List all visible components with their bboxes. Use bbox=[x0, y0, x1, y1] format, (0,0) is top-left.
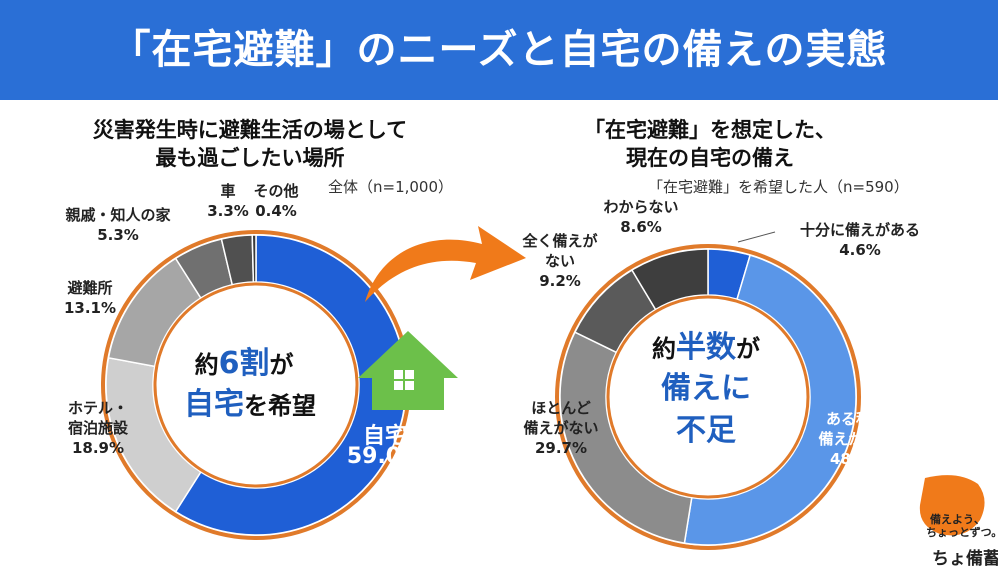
left-label-3: 親戚・知人の家 5.3% bbox=[65, 206, 170, 244]
right-label-3: 全く備えがない 9.2% bbox=[521, 232, 598, 290]
right-center-text-line3: 不足 bbox=[676, 413, 736, 448]
right-slice-2 bbox=[559, 331, 693, 544]
left-center-wish: を希望 bbox=[244, 392, 316, 420]
right-sample-note: 「在宅避難」を希望した人（n=590） bbox=[648, 178, 909, 196]
logo-brand: ちょ備蓄 bbox=[932, 548, 998, 569]
right-slice-1 bbox=[683, 254, 857, 546]
left-center-text-line1: 約6割が bbox=[195, 346, 294, 381]
left-label-5: その他 0.4% bbox=[253, 182, 298, 220]
page-title: 「在宅避難」のニーズと自宅の備えの実態 bbox=[110, 27, 888, 73]
right-center-ga: が bbox=[736, 335, 760, 363]
house-icon bbox=[358, 331, 458, 410]
right-center-text-line2: 備えに bbox=[661, 371, 751, 406]
left-chart-title: 災害発生時に避難生活の場として 最も過ごしたい場所 bbox=[40, 116, 460, 172]
left-label-4: 車 3.3% bbox=[207, 182, 249, 220]
callout-leader bbox=[737, 231, 776, 243]
right-label-2: ほとんど備えがない 29.7% bbox=[523, 399, 598, 457]
left-center-ga: が bbox=[269, 351, 293, 379]
right-chart-title: 「在宅避難」を想定した、 現在の自宅の備え bbox=[545, 116, 875, 172]
arrow-icon bbox=[365, 226, 526, 302]
right-donut-chart: 十分に備えがある 4.6% ある程度備えがある 48.0% ほとんど備えがない 29.7%… bbox=[521, 198, 920, 550]
left-label-1: ホテル・宿泊施設 18.9% bbox=[68, 399, 129, 457]
right-label-1: ある程度備えがある 48.0% bbox=[818, 410, 893, 468]
logo-line2: ちょっとずつ。 bbox=[926, 525, 998, 539]
left-center-ratio: 6割 bbox=[219, 346, 270, 381]
left-label-2: 避難所 13.1% bbox=[64, 279, 116, 317]
left-sample-note: 全体（n=1,000） bbox=[328, 178, 454, 196]
left-label-0: 自宅 59.0% bbox=[347, 423, 423, 469]
right-title-line1: 「在宅避難」を想定した、 bbox=[584, 118, 836, 142]
right-center-text-line1: 約半数が bbox=[652, 330, 760, 365]
right-label-0: 十分に備えがある 4.6% bbox=[800, 221, 920, 259]
left-center-home: 自宅 bbox=[184, 387, 244, 422]
right-title-line2: 現在の自宅の備え bbox=[626, 146, 794, 170]
hand-logo-icon: 備えよう、 ちょっとずつ。 ちょ備蓄 bbox=[919, 475, 998, 569]
left-title-line1: 災害発生時に避難生活の場として bbox=[92, 118, 408, 142]
right-inner-outline bbox=[606, 295, 810, 499]
left-slice-0 bbox=[174, 234, 407, 536]
right-label-4: わからない 8.6% bbox=[603, 198, 678, 236]
left-title-line2: 最も過ごしたい場所 bbox=[155, 146, 345, 170]
left-slice-5 bbox=[251, 234, 257, 283]
left-center-approx: 約 bbox=[195, 351, 219, 379]
right-ring-outline bbox=[555, 244, 861, 550]
right-center-half: 半数 bbox=[676, 330, 737, 365]
left-center-text-line2: 自宅を希望 bbox=[184, 387, 316, 422]
left-inner-outline bbox=[153, 282, 359, 488]
logo-line1: 備えよう、 bbox=[930, 512, 985, 526]
right-center-approx: 約 bbox=[652, 335, 676, 363]
header-bar bbox=[0, 0, 998, 100]
right-slice-4 bbox=[630, 248, 709, 311]
